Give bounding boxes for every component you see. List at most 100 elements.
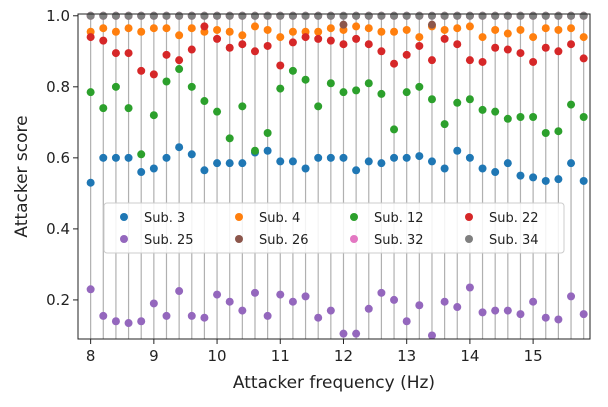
data-point <box>402 50 411 59</box>
data-point <box>427 11 436 20</box>
data-point <box>326 36 335 45</box>
data-point <box>250 22 259 31</box>
data-point <box>339 88 348 97</box>
data-point <box>516 113 525 122</box>
data-point <box>516 49 525 58</box>
data-point <box>99 153 108 162</box>
data-point <box>149 164 158 173</box>
data-point <box>402 153 411 162</box>
data-point <box>503 29 512 38</box>
data-point <box>415 41 424 50</box>
data-point <box>402 11 411 20</box>
data-point <box>390 125 399 134</box>
data-point <box>276 290 285 299</box>
data-point <box>213 11 222 20</box>
data-point <box>390 59 399 68</box>
data-point <box>314 153 323 162</box>
data-point <box>554 315 563 324</box>
data-point <box>137 27 146 36</box>
data-point <box>225 43 234 52</box>
legend-marker <box>235 235 243 243</box>
data-point <box>213 290 222 299</box>
data-point <box>352 329 361 338</box>
data-point <box>427 20 436 29</box>
x-tick-label: 14 <box>460 347 479 365</box>
data-point <box>554 175 563 184</box>
data-point <box>213 25 222 34</box>
data-point <box>187 82 196 91</box>
legend-entry: Sub. 3 <box>144 211 185 226</box>
data-point <box>314 313 323 322</box>
data-point <box>162 50 171 59</box>
data-point <box>288 157 297 166</box>
data-point <box>200 11 209 20</box>
data-point <box>326 24 335 33</box>
data-point <box>124 319 133 328</box>
data-point <box>339 20 348 29</box>
x-tick-label: 9 <box>149 347 159 365</box>
data-point <box>390 153 399 162</box>
data-point <box>402 317 411 326</box>
y-axis-label: Attacker score <box>12 115 32 237</box>
data-point <box>339 11 348 20</box>
data-point <box>288 11 297 20</box>
data-point <box>213 159 222 168</box>
data-point <box>440 120 449 129</box>
data-point <box>567 40 576 49</box>
data-point <box>301 292 310 301</box>
data-point <box>465 283 474 292</box>
data-point <box>352 22 361 31</box>
data-point <box>326 306 335 315</box>
data-point <box>314 102 323 111</box>
data-point <box>364 157 373 166</box>
data-point <box>301 11 310 20</box>
data-point <box>238 102 247 111</box>
x-axis-label: Attacker frequency (Hz) <box>233 373 435 393</box>
legend-entry: Sub. 22 <box>489 211 539 226</box>
x-tick-label: 10 <box>208 347 227 365</box>
data-point <box>390 295 399 304</box>
data-point <box>301 33 310 42</box>
data-point <box>137 317 146 326</box>
data-point <box>250 47 259 56</box>
data-point <box>377 89 386 98</box>
data-point <box>137 168 146 177</box>
data-point <box>554 25 563 34</box>
data-point <box>478 164 487 173</box>
data-point <box>516 171 525 180</box>
data-point <box>529 297 538 306</box>
data-point <box>111 11 120 20</box>
data-point <box>124 153 133 162</box>
data-point <box>440 34 449 43</box>
data-point <box>465 11 474 20</box>
legend: Sub. 3 Sub. 4 Sub. 12 Sub. 22 Sub. 25 Sub. 26… <box>103 202 565 254</box>
data-point <box>453 24 462 33</box>
y-tick-label: 0.2 <box>46 291 70 309</box>
data-point <box>111 27 120 36</box>
data-point <box>529 173 538 182</box>
data-point <box>276 61 285 70</box>
data-point <box>579 33 588 42</box>
data-point <box>187 45 196 54</box>
data-point <box>364 40 373 49</box>
data-point <box>86 33 95 42</box>
data-point <box>288 38 297 47</box>
data-point <box>364 11 373 20</box>
data-point <box>503 306 512 315</box>
data-point <box>99 311 108 320</box>
data-point <box>276 11 285 20</box>
data-point <box>554 127 563 136</box>
data-point <box>326 79 335 88</box>
data-point <box>86 178 95 187</box>
data-point <box>149 24 158 33</box>
y-tick-label: 1.0 <box>46 7 70 25</box>
data-point <box>175 11 184 20</box>
data-point <box>377 11 386 20</box>
data-point <box>529 113 538 122</box>
data-point <box>124 11 133 20</box>
data-point <box>288 66 297 75</box>
data-point <box>579 11 588 20</box>
data-point <box>187 24 196 33</box>
data-point <box>175 65 184 74</box>
data-point <box>478 11 487 20</box>
